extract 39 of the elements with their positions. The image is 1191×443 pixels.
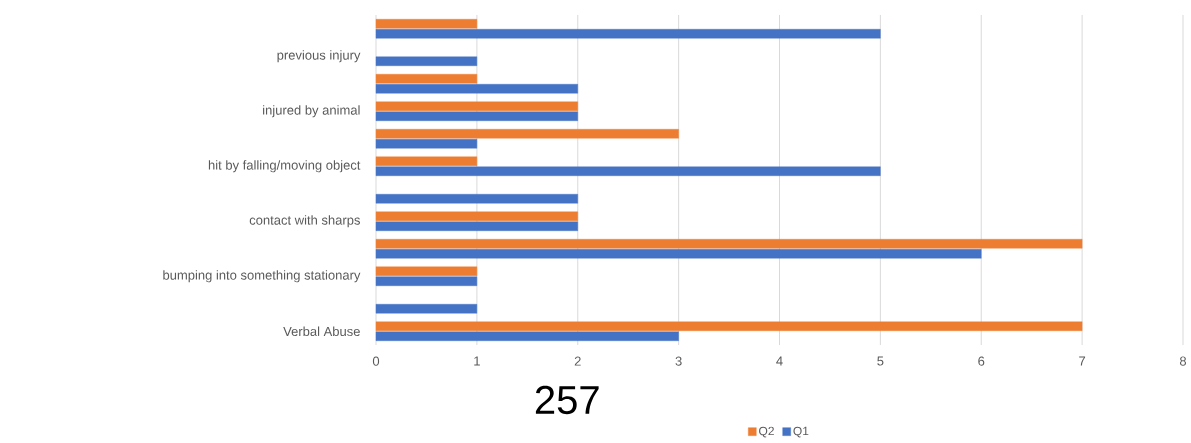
- x-tick-label: 2: [574, 356, 581, 366]
- x-tick-label: 0: [372, 356, 380, 366]
- x-tick-label: 1: [474, 356, 480, 366]
- x-tick-label: 7: [1079, 356, 1086, 366]
- bar: [375, 331, 679, 341]
- bar: [375, 74, 478, 84]
- bar: [375, 239, 1083, 249]
- bar: [375, 304, 478, 314]
- bar: [375, 101, 578, 111]
- bar: [375, 194, 578, 204]
- bar: [375, 84, 578, 94]
- y-tick-label: hit by falling/moving object: [208, 160, 361, 173]
- y-tick-label: contact with sharps: [249, 215, 360, 228]
- x-tick-label: 6: [978, 356, 985, 366]
- y-tick-label: previous injury: [277, 50, 361, 63]
- text: 257: [535, 385, 599, 415]
- legend-label: Q1: [793, 426, 809, 438]
- bar: [375, 266, 478, 276]
- legend-label: Q2: [759, 426, 774, 438]
- bar: [375, 129, 679, 139]
- y-tick-label: Verbal Abuse: [283, 326, 360, 337]
- bar: [375, 111, 578, 121]
- bar: [375, 166, 881, 176]
- x-tick-label: 3: [675, 356, 682, 366]
- bar: [375, 321, 1083, 331]
- bar: [375, 156, 478, 166]
- y-tick-label: bumping into something stationary: [163, 270, 361, 283]
- bar: [375, 221, 578, 231]
- bar: [375, 19, 478, 29]
- x-tick-label: 4: [776, 356, 783, 366]
- bar: [375, 276, 478, 286]
- bar: [375, 56, 478, 66]
- bar: [375, 29, 881, 39]
- y-tick-label: injured by animal: [263, 105, 360, 118]
- x-tick-label: 8: [1179, 356, 1187, 366]
- bar: [375, 211, 578, 221]
- bar: [375, 139, 478, 149]
- x-tick-label: 5: [877, 356, 884, 366]
- bar: [375, 249, 982, 259]
